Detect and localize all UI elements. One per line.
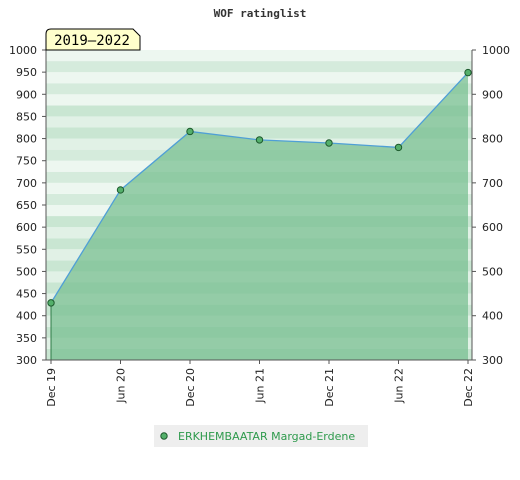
grid-band [46,127,472,139]
y-tick-left-label: 950 [16,66,37,79]
y-tick-left-label: 1000 [9,44,37,57]
y-tick-right-label: 500 [482,265,503,278]
grid-band [46,83,472,95]
y-tick-right-label: 400 [482,310,503,323]
y-tick-left-label: 350 [16,332,37,345]
data-point [394,143,403,152]
x-tick-label: Dec 22 [462,368,475,407]
x-tick-label: Dec 21 [323,368,336,407]
period-badge-box [45,28,141,51]
y-tick-right-label: 800 [482,133,503,146]
y-tick-right-label: 1000 [482,44,510,57]
data-point [255,136,264,144]
y-tick-left-label: 650 [16,199,37,212]
grid-band [46,72,472,84]
y-tick-right-label: 900 [482,88,503,101]
series-area-fill [51,72,468,360]
y-tick-left-label: 400 [16,310,37,323]
data-points [47,68,472,307]
period-badge-label: 2019–2022 [54,33,130,49]
x-tick-label: Dec 20 [184,368,197,407]
legend[interactable]: ERKHEMBAATAR Margad-Erdene [154,425,368,447]
grid-band [46,105,472,117]
x-tick-label: Jun 22 [393,368,406,404]
chart-title: WOF ratinglist [214,7,307,20]
legend-background [154,425,368,447]
y-tick-right-label: 600 [482,221,503,234]
period-badge: 2019–2022 [45,28,141,51]
grid-band [46,116,472,128]
data-point [47,299,55,307]
grid-band [46,61,472,73]
data-point [464,68,472,77]
legend-entry-label[interactable]: ERKHEMBAATAR Margad-Erdene [178,430,355,443]
legend-marker-icon [160,432,168,440]
x-tick-label: Jun 21 [254,368,267,404]
y-tick-left-label: 850 [16,110,37,123]
data-point [116,186,125,194]
grid-band [46,50,472,62]
axes: 300 350 400 450 500 550 600 650 700 750 800 850 900 9… [9,44,510,407]
y-tick-left-label: 450 [16,288,37,301]
x-tick-label: Jun 20 [115,368,128,404]
grid-band [46,94,472,106]
x-tick-label: Dec 19 [45,368,58,407]
y-tick-left-label: 600 [16,221,37,234]
data-point [325,139,333,147]
y-tick-left-label: 500 [16,265,37,278]
y-tick-left-label: 800 [16,133,37,146]
y-tick-left-label: 900 [16,88,37,101]
y-tick-left-label: 750 [16,155,37,168]
y-tick-right-label: 700 [482,177,503,190]
data-point [186,127,194,136]
y-tick-right-label: 300 [482,354,503,367]
y-tick-left-label: 700 [16,177,37,190]
y-tick-left-label: 550 [16,243,37,256]
y-tick-left-label: 300 [16,354,37,367]
